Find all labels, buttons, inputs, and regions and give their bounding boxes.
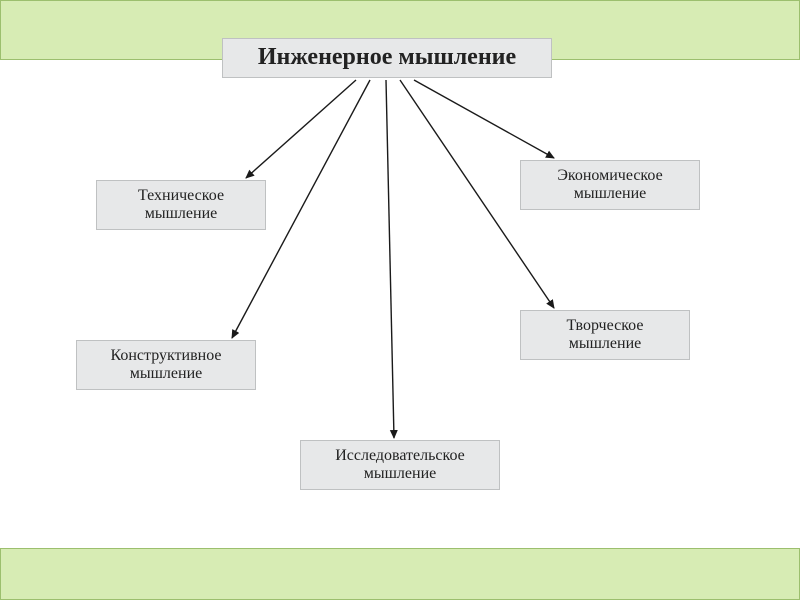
frame-bottom <box>0 548 800 600</box>
edges-layer <box>0 0 800 600</box>
node-constr-label: Конструктивное мышление <box>110 347 221 384</box>
node-constr: Конструктивное мышление <box>76 340 256 390</box>
diagram-canvas: Инженерное мышление Техническое мышление… <box>0 0 800 600</box>
node-creative-label: Творческое мышление <box>567 317 644 354</box>
node-creative: Творческое мышление <box>520 310 690 360</box>
node-econ-label: Экономическое мышление <box>557 167 662 204</box>
node-econ: Экономическое мышление <box>520 160 700 210</box>
node-tech-label: Техническое мышление <box>138 187 224 224</box>
edge-root-research <box>386 80 394 438</box>
node-root-label: Инженерное мышление <box>258 44 516 72</box>
node-tech: Техническое мышление <box>96 180 266 230</box>
node-research: Исследовательское мышление <box>300 440 500 490</box>
node-research-label: Исследовательское мышление <box>335 447 465 484</box>
node-root: Инженерное мышление <box>222 38 552 78</box>
edge-root-tech <box>246 80 356 178</box>
edge-root-econ <box>414 80 554 158</box>
